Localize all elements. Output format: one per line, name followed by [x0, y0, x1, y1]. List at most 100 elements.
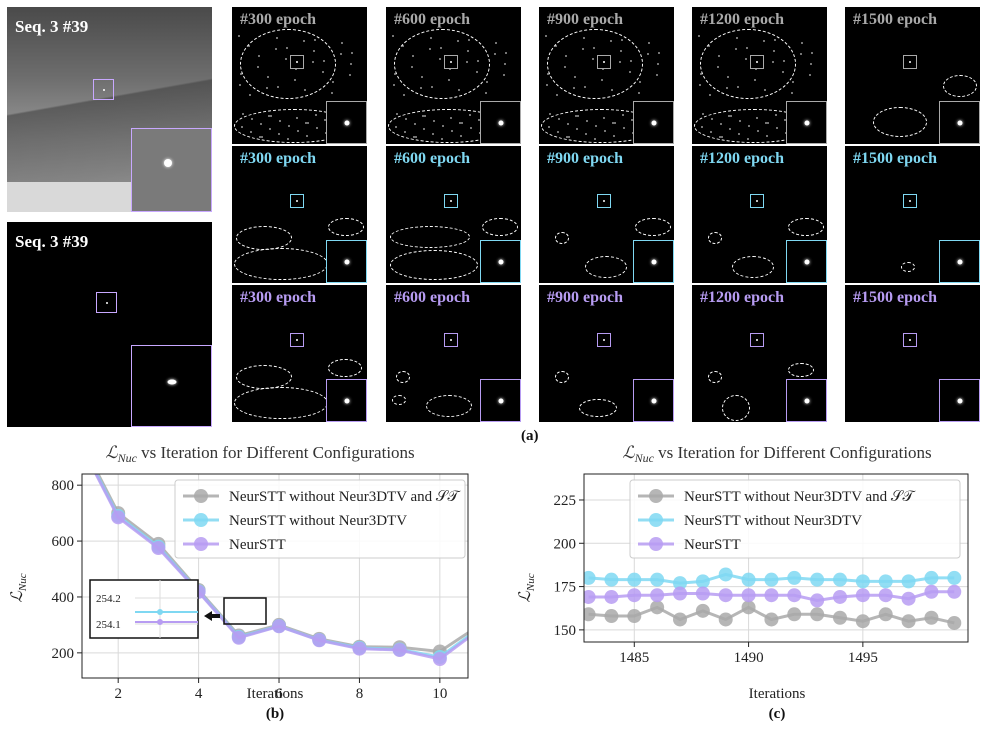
noise-speck: [392, 35, 394, 37]
data-point: [695, 574, 710, 589]
zoom-target-spot: [957, 398, 962, 403]
x-tick-label: 1485: [619, 650, 649, 666]
noise-speck: [503, 74, 505, 76]
highlight-ellipse: [943, 75, 977, 97]
target-point: [909, 339, 911, 341]
epoch-panel: #900 epoch: [539, 7, 674, 144]
noise-speck: [699, 84, 701, 86]
data-point: [764, 588, 779, 603]
highlight-ellipse: [482, 218, 518, 236]
noise-speck: [340, 53, 342, 55]
x-tick-label: 1490: [734, 650, 764, 666]
noise-speck: [638, 92, 640, 94]
epoch-label: #900 epoch: [547, 289, 623, 306]
highlight-ellipse: [635, 218, 671, 236]
noise-speck: [249, 94, 251, 96]
noise-speck: [647, 53, 649, 55]
noise-speck: [238, 35, 240, 37]
inset-cyan-point: [157, 609, 163, 615]
data-point: [604, 609, 619, 624]
data-point: [71, 430, 85, 442]
data-point: [673, 586, 687, 601]
target-point: [450, 61, 452, 63]
target-box: [597, 333, 611, 347]
data-point: [924, 570, 939, 585]
zoom-target-spot: [498, 259, 503, 264]
x-tick-label: 10: [432, 686, 447, 702]
data-point: [473, 622, 487, 636]
epoch-label: #1500 epoch: [853, 150, 937, 167]
x-axis-label: Iterations: [247, 686, 304, 702]
target-box: [903, 55, 917, 69]
inset-tick-label: 254.1: [96, 619, 121, 631]
target-point: [756, 61, 758, 63]
epoch-label: #900 epoch: [547, 11, 623, 28]
data-point: [878, 588, 893, 603]
zoom-target-spot: [651, 120, 656, 125]
highlight-ellipse: [708, 232, 722, 244]
noise-speck: [332, 81, 334, 83]
highlight-ellipse: [390, 226, 470, 248]
y-axis-label: ℒNuc: [517, 573, 537, 602]
epoch-label: #1200 epoch: [700, 11, 784, 28]
data-point: [392, 643, 407, 658]
target-point: [756, 339, 758, 341]
data-point: [352, 641, 367, 656]
target-box: [96, 292, 117, 313]
zoom-inset: [939, 101, 980, 144]
data-point: [627, 609, 642, 624]
zoom-inset: [786, 379, 827, 422]
data-point: [650, 600, 665, 615]
noise-speck: [396, 113, 398, 115]
data-point: [718, 567, 733, 582]
epoch-label: #300 epoch: [240, 150, 316, 167]
data-point: [741, 600, 756, 615]
highlight-ellipse: [722, 395, 750, 421]
target-box: [750, 333, 764, 347]
legend-marker: [194, 513, 208, 527]
zoom-target-spot: [651, 398, 656, 403]
series-group: [584, 567, 962, 630]
data-point: [741, 588, 756, 603]
chart-title: ℒNuc vs Iteration for Different Configur…: [622, 443, 931, 465]
highlight-ellipse: [700, 29, 796, 99]
data-point: [947, 584, 962, 599]
epoch-panel: #1500 epoch: [845, 146, 980, 283]
epoch-panel: #600 epoch: [386, 146, 521, 283]
series-group: [71, 430, 487, 666]
zoom-target-spot: [804, 398, 809, 403]
legend-marker: [649, 513, 663, 527]
epoch-label: #300 epoch: [240, 11, 316, 28]
target-box: [93, 79, 114, 100]
target-point: [296, 200, 298, 202]
data-point: [627, 572, 642, 587]
highlight-ellipse: [234, 248, 328, 280]
noise-speck: [504, 63, 506, 65]
epoch-label: #300 epoch: [240, 289, 316, 306]
highlight-ellipse: [392, 395, 406, 405]
data-point: [673, 576, 687, 591]
target-point: [103, 89, 105, 91]
noise-speck: [240, 73, 242, 75]
legend-label: NeurSTT: [229, 537, 286, 553]
zoom-target-spot: [498, 120, 503, 125]
data-point: [810, 593, 825, 608]
plot-frame: [583, 473, 969, 643]
epoch-panel: #1200 epoch: [692, 285, 827, 422]
highlight-ellipse: [555, 371, 569, 383]
epoch-label: #1200 epoch: [700, 289, 784, 306]
noise-speck: [556, 94, 558, 96]
noise-speck: [791, 92, 793, 94]
x-tick-label: 1495: [848, 650, 878, 666]
epoch-panel: #600 epoch: [386, 285, 521, 422]
data-point: [787, 607, 802, 622]
target-box: [750, 55, 764, 69]
target-box: [903, 333, 917, 347]
highlight-ellipse: [390, 250, 478, 280]
data-point: [673, 612, 687, 627]
noise-speck: [801, 42, 803, 44]
zoom-target-spot: [167, 379, 176, 385]
data-point: [111, 510, 126, 525]
y-tick-label: 800: [52, 478, 75, 494]
y-axis-subscript: Nuc: [17, 573, 29, 592]
